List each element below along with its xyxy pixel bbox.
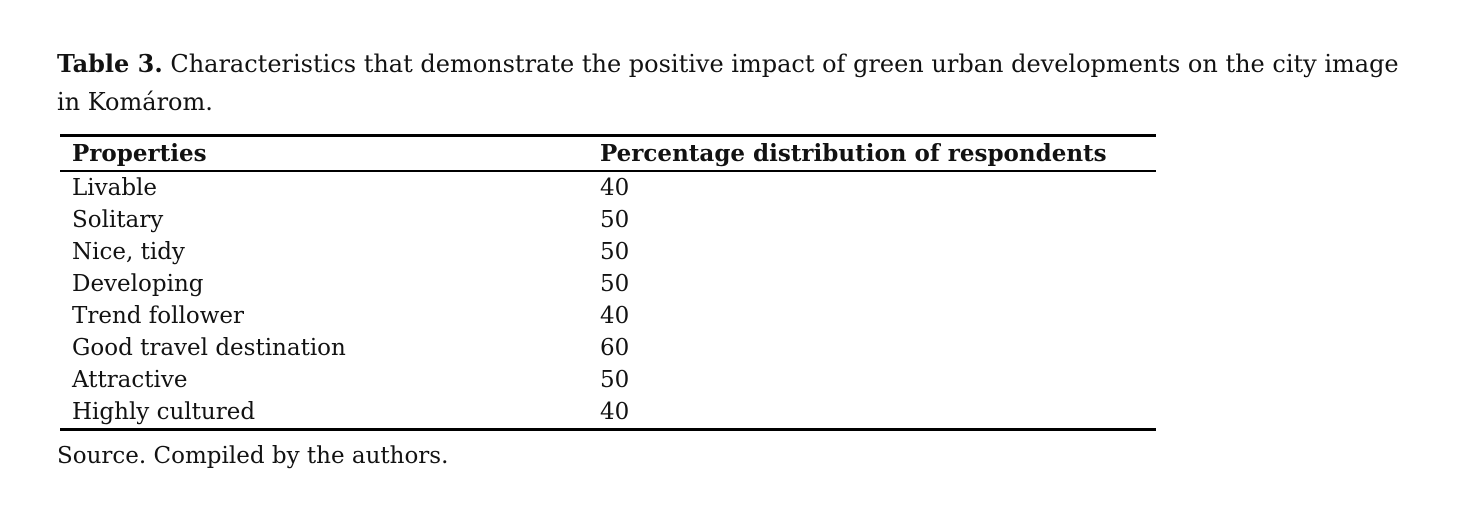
- table-row: Trend follower 40: [60, 300, 1156, 332]
- results-table-body: Livable 40 Solitary 50 Nice, tidy 50 Dev…: [60, 171, 1156, 430]
- caption-text-line2: in Komárom.: [57, 88, 213, 116]
- caption-text-line1: Characteristics that demonstrate the pos…: [162, 50, 1399, 78]
- property-cell: Highly cultured: [72, 399, 256, 425]
- value-cell: 40: [600, 399, 630, 425]
- table-caption: Table 3. Characteristics that demonstrat…: [0, 0, 1473, 121]
- property-cell: Attractive: [72, 367, 188, 393]
- results-table: Properties Percentage distribution of re…: [60, 134, 1156, 431]
- caption-table-number: Table 3.: [57, 49, 163, 78]
- table-row: Nice, tidy 50: [60, 236, 1156, 268]
- value-cell: 40: [600, 303, 630, 329]
- table-row: Highly cultured 40: [60, 396, 1156, 430]
- value-cell: 60: [600, 335, 630, 361]
- header-row: Properties Percentage distribution of re…: [60, 135, 1156, 172]
- property-cell: Nice, tidy: [72, 239, 185, 265]
- column-header-properties: Properties: [60, 135, 600, 172]
- value-cell: 50: [600, 207, 630, 233]
- table-row: Solitary 50: [60, 204, 1156, 236]
- property-cell: Solitary: [72, 207, 164, 233]
- column-header-percentage: Percentage distribution of respondents: [600, 135, 1156, 172]
- property-cell: Good travel destination: [72, 335, 346, 361]
- table-row: Livable 40: [60, 171, 1156, 204]
- source-note: Source. Compiled by the authors.: [57, 443, 449, 469]
- property-cell: Trend follower: [72, 303, 245, 329]
- value-cell: 50: [600, 239, 630, 265]
- table-row: Attractive 50: [60, 364, 1156, 396]
- property-cell: Developing: [72, 271, 204, 297]
- table-row: Developing 50: [60, 268, 1156, 300]
- results-table-header: Properties Percentage distribution of re…: [60, 135, 1156, 172]
- value-cell: 40: [600, 175, 630, 201]
- value-cell: 50: [600, 367, 630, 393]
- property-cell: Livable: [72, 175, 158, 201]
- value-cell: 50: [600, 271, 630, 297]
- table-row: Good travel destination 60: [60, 332, 1156, 364]
